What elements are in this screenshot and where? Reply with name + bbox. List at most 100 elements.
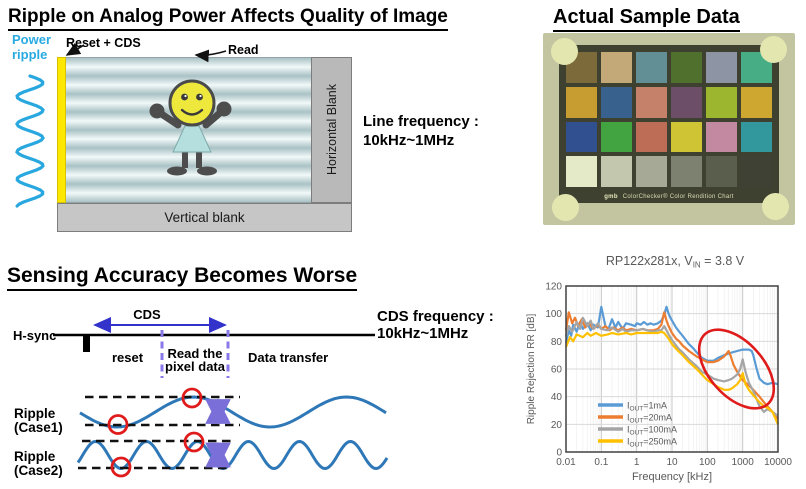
line-frequency-line1: Line frequency :	[363, 113, 479, 130]
cds-frequency-note: CDS frequency : 10kHz~1MHz	[377, 308, 494, 343]
read-pixel-label-line2: pixel data	[165, 359, 226, 374]
case2-sample-circle-low	[110, 456, 132, 478]
cds-frequency-line1: CDS frequency :	[377, 308, 494, 325]
color-patch	[706, 86, 737, 118]
colorchecker-brand: gmb	[604, 194, 618, 200]
section-title-sensing-accuracy: Sensing Accuracy Becomes Worse	[7, 264, 358, 291]
x-tick-label: 0.1	[594, 457, 608, 468]
series-line-iout-1ma	[564, 305, 779, 386]
mount-circle-bottom-left	[552, 194, 579, 221]
color-patch	[741, 121, 772, 153]
section-title-ripple-on-analog-power: Ripple on Analog Power Affects Quality o…	[8, 6, 448, 31]
reset-label: reset	[112, 350, 144, 365]
legend-label: IOUT=250mA	[627, 437, 677, 449]
legend-label: IOUT=100mA	[627, 425, 677, 437]
hsync-label: H-sync	[13, 328, 56, 343]
chart-title: RP122x281x, VIN = 3.8 V	[606, 254, 745, 270]
x-tick-label: 0.01	[556, 457, 576, 468]
color-patch	[601, 121, 632, 153]
series-line-iout-20ma	[564, 311, 779, 420]
data-transfer-label: Data transfer	[248, 350, 328, 365]
case2-sample-circle-high	[183, 431, 205, 453]
color-patch	[741, 156, 772, 187]
read-label: Read	[228, 43, 259, 57]
color-patch	[671, 121, 702, 153]
pixel-array-area	[66, 57, 311, 203]
color-patch	[671, 86, 702, 118]
color-patch	[636, 121, 667, 153]
case1-ripple-wave	[79, 395, 387, 429]
section-title-actual-sample-data: Actual Sample Data	[553, 6, 740, 32]
color-patch	[671, 52, 702, 83]
color-patch	[636, 52, 667, 83]
reset-cds-column-bar	[57, 57, 66, 203]
color-patch	[706, 52, 737, 83]
legend-label: IOUT=1mA	[627, 401, 667, 413]
case1-label-line1: Ripple	[14, 406, 56, 421]
cds-label: CDS	[133, 307, 161, 322]
color-patch	[566, 86, 597, 118]
vertical-blank-label: Vertical blank	[164, 210, 245, 225]
colorchecker-caption-text: ColorChecker® Color Rendition Chart	[622, 194, 734, 200]
color-patch	[671, 156, 702, 187]
x-tick-label: 1	[634, 457, 640, 468]
read-arrow	[194, 49, 227, 63]
color-patch	[706, 156, 737, 187]
case2-ripple-wave	[76, 440, 389, 470]
chart-minor-gridlines	[576, 286, 777, 452]
chart-plot-border	[565, 285, 779, 453]
case2-label-line2: (Case2)	[14, 463, 63, 478]
colorchecker-caption: gmb ColorChecker® Color Rendition Chart	[559, 194, 779, 200]
chart-series	[564, 305, 780, 425]
y-axis-title: Ripple Rejection RR [dB]	[526, 313, 537, 424]
case1-label-line2: (Case1)	[14, 420, 63, 435]
mount-circle-top-left	[551, 38, 578, 65]
case2-label-line1: Ripple	[14, 449, 56, 464]
y-tick-label: 0	[556, 448, 562, 459]
color-patch	[601, 52, 632, 83]
y-tick-label: 20	[551, 420, 563, 431]
colorchecker-board: gmb ColorChecker® Color Rendition Chart	[559, 45, 779, 203]
power-ripple-line1: Power	[12, 32, 52, 47]
x-tick-label: 10000	[764, 457, 792, 468]
color-patch	[601, 156, 632, 187]
case1-sample-circle-high	[181, 387, 203, 409]
x-tick-label: 10	[666, 457, 678, 468]
cds-frequency-line2: 10kHz~1MHz	[377, 325, 469, 343]
color-patch	[566, 121, 597, 153]
x-tick-label: 1000	[732, 457, 755, 468]
y-tick-label: 60	[551, 365, 563, 376]
series-line-iout-250ma	[564, 330, 780, 425]
power-ripple-line2: ripple	[12, 46, 48, 62]
x-axis-title: Frequency [kHz]	[632, 471, 712, 483]
ripple-waveforms	[76, 395, 389, 470]
y-tick-label: 80	[551, 337, 563, 348]
horizontal-blank-bar: Horizontal Blank	[311, 57, 352, 203]
hsync-pulse	[83, 335, 90, 352]
color-patch	[706, 121, 737, 153]
image-sensor-diagram: Horizontal Blank Vertical blank	[57, 57, 352, 232]
series-line-iout-100ma	[564, 316, 779, 417]
sample-photo: gmb ColorChecker® Color Rendition Chart	[543, 33, 795, 225]
mount-circle-bottom-right	[762, 193, 789, 220]
vertical-blank-bar: Vertical blank	[57, 203, 352, 232]
line-frequency-note: Line frequency : 10kHz~1MHz	[363, 113, 479, 151]
reset-cds-label: Reset + CDS	[66, 36, 141, 50]
horizontal-blank-label: Horizontal Blank	[324, 84, 339, 176]
case1-sample-circle-low	[107, 414, 129, 435]
color-patch	[566, 156, 597, 187]
legend-label: IOUT=20mA	[627, 413, 672, 425]
power-ripple-label: Power ripple	[12, 32, 52, 62]
y-tick-label: 100	[545, 309, 562, 320]
power-ripple-sine	[15, 74, 45, 208]
line-frequency-line2: 10kHz~1MHz	[363, 131, 455, 149]
y-tick-label: 40	[551, 392, 563, 403]
color-patch	[636, 86, 667, 118]
read-pixel-label-line1: Read the	[168, 346, 223, 361]
color-patch	[601, 86, 632, 118]
highlight-ellipse-annotation	[697, 328, 776, 410]
ripple-rejection-chart: 0 20 40 60 80 100 120 0.01 0.1 1 10 100 1000 10000 Fre…	[526, 254, 792, 483]
colorchecker-patch-grid	[566, 52, 772, 187]
